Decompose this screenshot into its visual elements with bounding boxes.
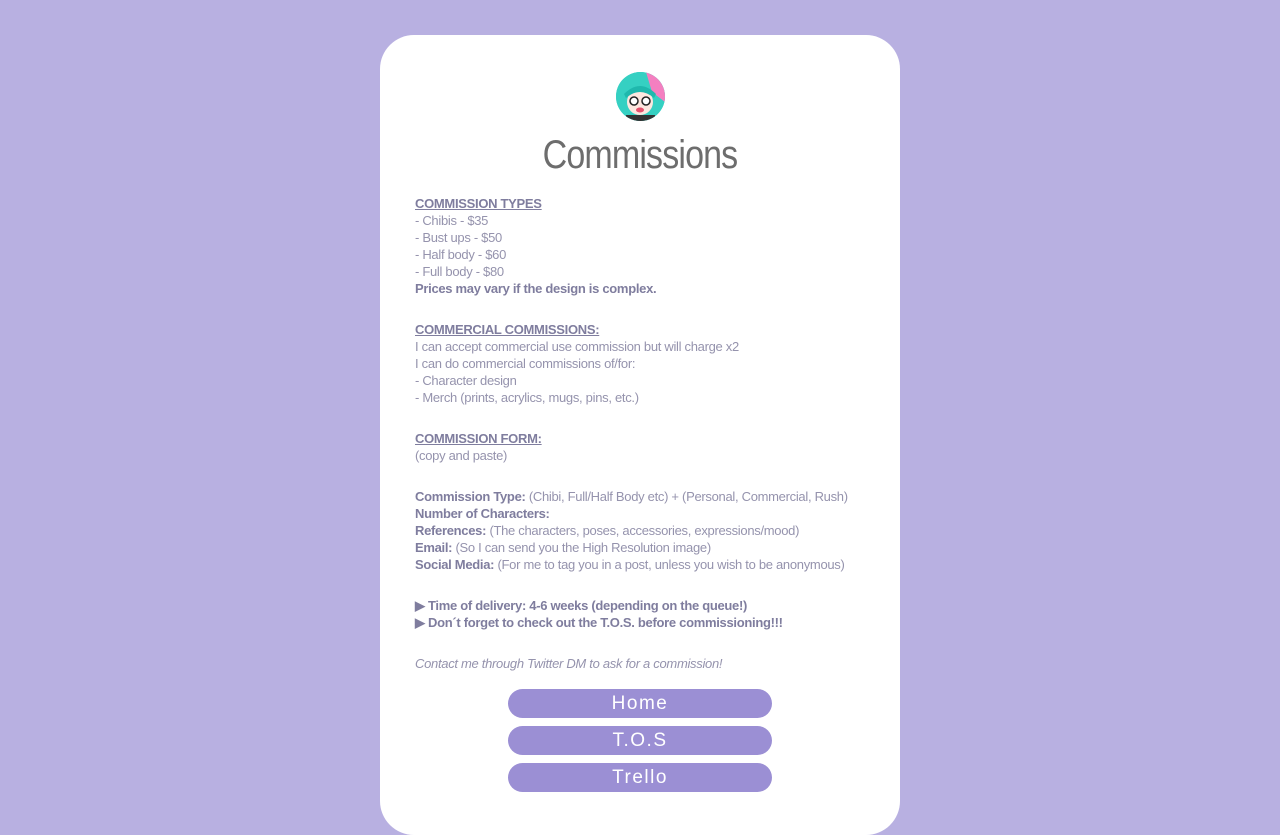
field-label: Social Media: — [415, 557, 495, 572]
commercial-heading: COMMERCIAL COMMISSIONS: — [415, 322, 600, 337]
price-item: - Full body - $80 — [415, 264, 504, 279]
field-hint: (Chibi, Full/Half Body etc) + (Personal,… — [525, 489, 848, 504]
price-note: Prices may vary if the design is complex… — [415, 281, 657, 296]
home-button[interactable]: Home — [508, 689, 772, 718]
tos-note: ▶ Don´t forget to check out the T.O.S. b… — [415, 615, 783, 630]
price-item: - Chibis - $35 — [415, 213, 489, 228]
form-heading: COMMISSION FORM: — [415, 431, 542, 446]
price-item: - Half body - $60 — [415, 247, 507, 262]
page-title: Commissions — [542, 133, 739, 177]
field-hint: (For me to tag you in a post, unless you… — [494, 557, 845, 572]
field-label: References: — [415, 523, 487, 538]
delivery-note: ▶ Time of delivery: 4-6 weeks (depending… — [415, 598, 748, 613]
price-item: - Bust ups - $50 — [415, 230, 502, 245]
form-field: Number of Characters: — [415, 505, 875, 522]
form-field: References: (The characters, poses, acce… — [415, 522, 875, 539]
field-label: Number of Characters: — [415, 506, 550, 521]
commission-types-heading: COMMISSION TYPES — [415, 196, 542, 211]
commercial-line: - Character design — [415, 373, 517, 388]
form-field: Social Media: (For me to tag you in a po… — [415, 556, 875, 573]
avatar — [616, 72, 665, 121]
form-field: Email: (So I can send you the High Resol… — [415, 539, 875, 556]
commercial-line: - Merch (prints, acrylics, mugs, pins, e… — [415, 390, 639, 405]
commercial-line: I can do commercial commissions of/for: — [415, 356, 636, 371]
contact-note: Contact me through Twitter DM to ask for… — [415, 656, 723, 671]
commissions-card: Commissions COMMISSION TYPES - Chibis - … — [380, 35, 900, 835]
commercial-line: I can accept commercial use commission b… — [415, 339, 739, 354]
field-label: Commission Type: — [415, 489, 526, 504]
field-label: Email: — [415, 540, 453, 555]
tos-button[interactable]: T.O.S — [508, 726, 772, 755]
form-subtitle: (copy and paste) — [415, 448, 508, 463]
trello-button[interactable]: Trello — [508, 763, 772, 792]
form-field: Commission Type: (Chibi, Full/Half Body … — [415, 488, 875, 505]
content: COMMISSION TYPES - Chibis - $35 - Bust u… — [415, 195, 875, 672]
field-hint: (The characters, poses, accessories, exp… — [486, 523, 800, 538]
field-hint: (So I can send you the High Resolution i… — [452, 540, 712, 555]
